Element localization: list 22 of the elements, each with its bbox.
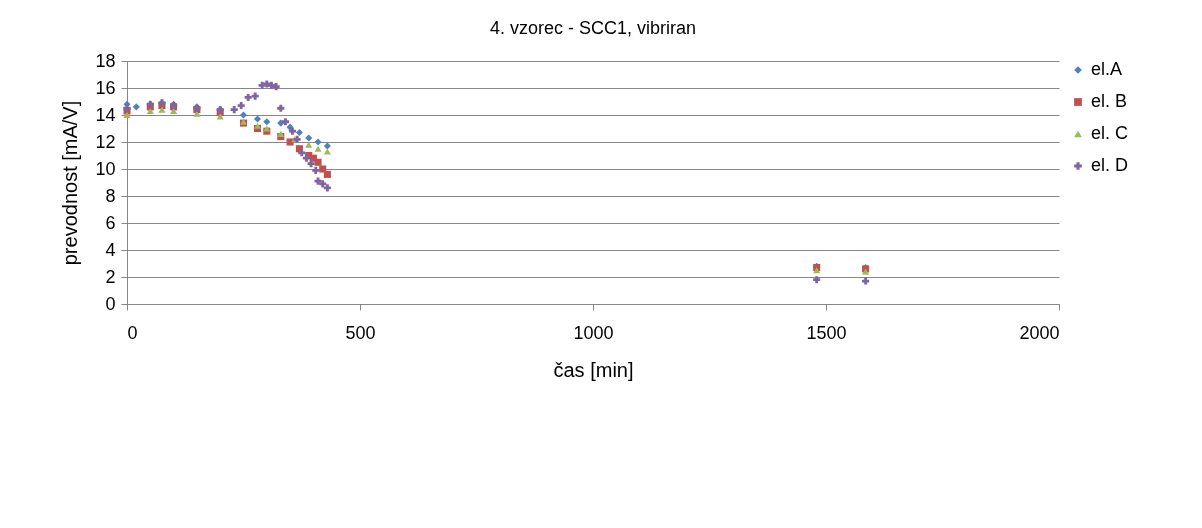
x-tick-label: 500	[345, 322, 376, 343]
y-tick-label: 2	[105, 266, 116, 287]
chart-title: 4. vzorec - SCC1, vibriran	[489, 18, 697, 38]
y-tick-label: 16	[95, 77, 116, 98]
y-tick-label: 8	[105, 185, 116, 206]
legend-label: el.A	[1091, 59, 1123, 79]
x-tick-label: 2000	[1019, 322, 1060, 343]
x-tick-label: 1500	[806, 322, 847, 343]
x-tick-label: 1000	[573, 322, 614, 343]
legend-label: el. D	[1091, 155, 1129, 175]
y-tick-label: 14	[95, 104, 116, 125]
legend-label: el. B	[1091, 91, 1128, 111]
y-tick-label: 0	[105, 293, 116, 314]
y-tick-label: 18	[95, 50, 116, 71]
x-tick-label: 0	[127, 322, 138, 343]
y-tick-label: 4	[105, 239, 116, 260]
y-tick-label: 10	[95, 158, 116, 179]
y-tick-label: 6	[105, 212, 116, 233]
y-tick-label: 12	[95, 131, 116, 152]
x-axis-title: čas [min]	[553, 358, 634, 381]
y-axis-title: prevodnost [mA/V]	[59, 100, 82, 266]
legend-label: el. C	[1091, 123, 1129, 143]
